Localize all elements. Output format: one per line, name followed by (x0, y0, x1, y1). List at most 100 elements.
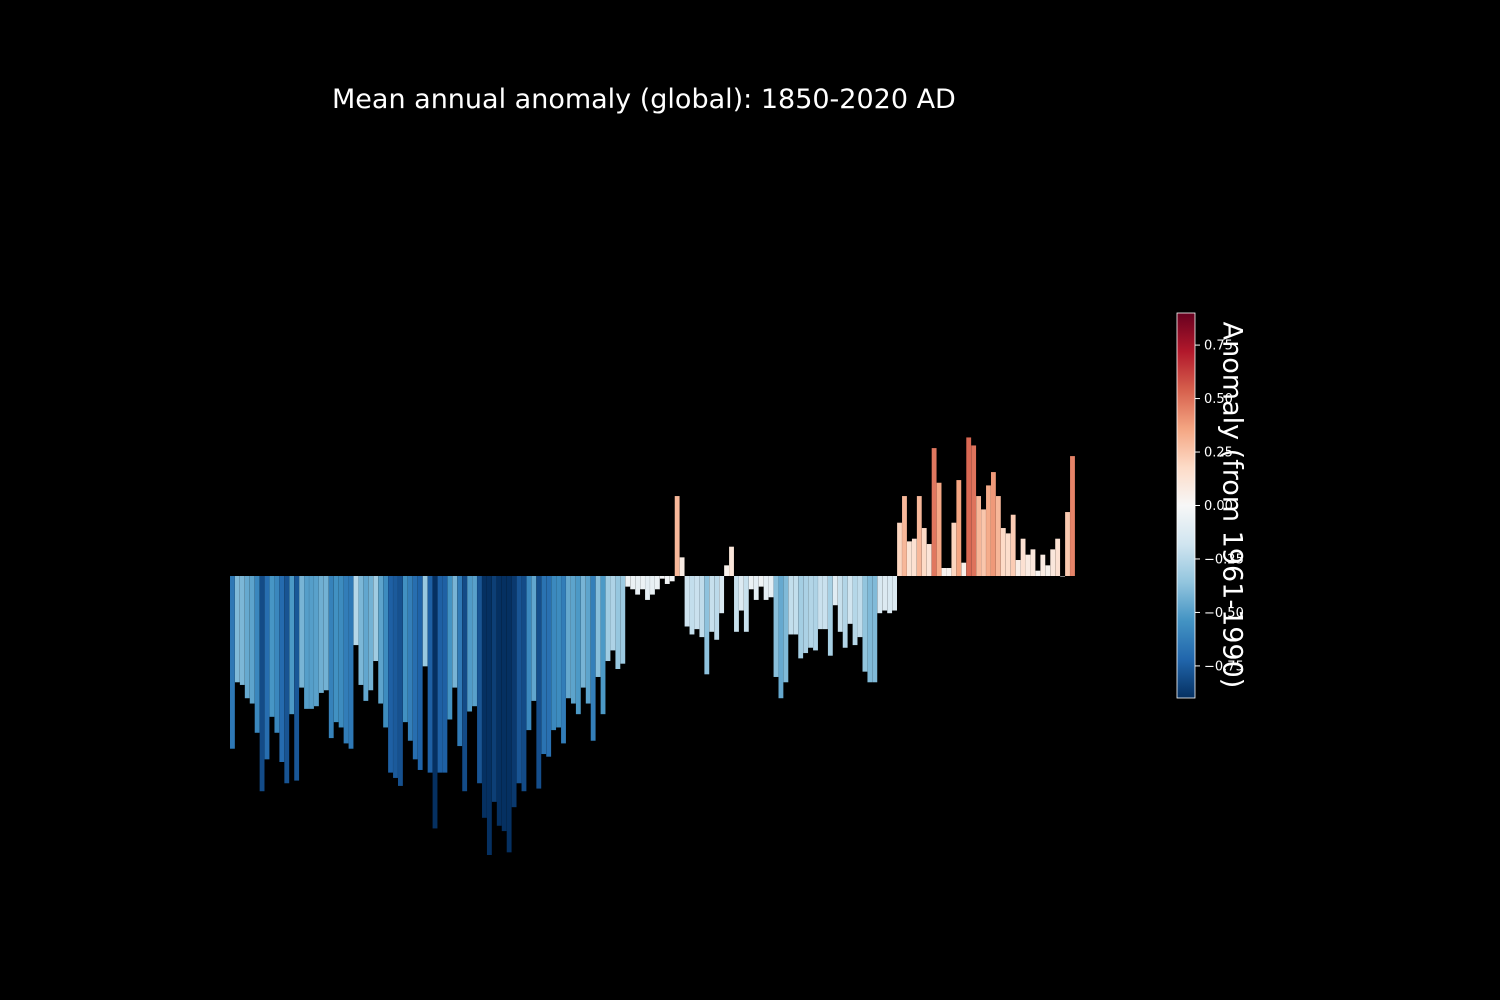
bar-1959 (768, 576, 774, 598)
bar-1904 (496, 576, 502, 826)
bar-1973 (837, 576, 843, 632)
bar-1870 (328, 576, 334, 739)
bar-1924 (595, 576, 601, 677)
bar-1947 (709, 576, 715, 632)
bar-1913 (541, 576, 547, 755)
bar-1916 (556, 576, 561, 728)
bar-1919 (570, 576, 576, 704)
bar-1948 (714, 576, 720, 640)
bar-1852 (239, 576, 245, 685)
bar-1877 (363, 576, 369, 701)
bar-1989 (916, 496, 922, 576)
bar-1993 (936, 482, 942, 576)
bar-1952 (734, 576, 739, 632)
bar-1986 (902, 496, 907, 576)
bar-1949 (719, 576, 725, 614)
bar-2003 (986, 485, 991, 576)
bar-1920 (575, 576, 581, 715)
bar-1922 (585, 576, 591, 704)
bar-1859 (274, 576, 280, 733)
bar-1910 (526, 576, 532, 731)
colorbar-tick-label: −0.50 (1204, 606, 1244, 621)
bar-2020 (1070, 456, 1075, 576)
bar-1990 (921, 528, 927, 576)
bar-1853 (244, 576, 250, 699)
bar-1868 (318, 576, 324, 693)
bar-1931 (630, 576, 636, 590)
bar-1918 (566, 576, 571, 699)
bar-1942 (684, 576, 690, 627)
bar-1956 (753, 576, 759, 600)
bar-2011 (1025, 554, 1031, 576)
bar-2005 (995, 496, 1001, 576)
bar-1905 (501, 576, 507, 832)
bar-1994 (941, 568, 947, 576)
bar-2000 (971, 445, 977, 576)
bar-1893 (442, 576, 448, 773)
bar-1885 (402, 576, 408, 723)
bar-1897 (462, 576, 468, 792)
bar-1891 (432, 576, 438, 829)
bar-1925 (600, 576, 606, 715)
bar-1940 (674, 496, 680, 576)
bar-1906 (506, 576, 512, 853)
bar-1873 (343, 576, 349, 744)
colorbar-tick-label: −0.25 (1204, 552, 1244, 567)
bar-1909 (521, 576, 527, 792)
bar-2008 (1010, 514, 1016, 576)
bar-1892 (437, 576, 443, 773)
bar-1946 (704, 576, 710, 675)
bar-1953 (738, 576, 744, 611)
chart-title: Mean annual anomaly (global): 1850-2020 … (332, 84, 956, 115)
bar-1967 (808, 576, 813, 648)
bar-1969 (818, 576, 823, 630)
colorbar-tick-label: 0.50 (1204, 392, 1233, 407)
bar-1912 (536, 576, 542, 789)
bar-1884 (398, 576, 403, 786)
colorbar-label: Anomaly (from 1961-1990) (1216, 321, 1248, 689)
bar-1907 (511, 576, 517, 808)
bar-1934 (645, 576, 650, 600)
bar-1957 (758, 576, 764, 587)
bar-1881 (383, 576, 389, 728)
bar-1982 (882, 576, 888, 611)
bar-1867 (314, 576, 319, 707)
bar-1951 (729, 546, 734, 576)
bar-1914 (546, 576, 552, 757)
bar-1900 (477, 576, 482, 784)
bar-1850 (230, 576, 235, 749)
bar-1938 (664, 576, 670, 584)
bar-1851 (234, 576, 240, 683)
bar-2017 (1055, 538, 1061, 576)
bar-1961 (778, 576, 784, 699)
bar-1926 (605, 576, 611, 662)
bar-1863 (294, 576, 300, 781)
bar-1976 (852, 576, 858, 646)
colorbar-tick-label: 0.75 (1204, 339, 1233, 354)
bar-1890 (427, 576, 433, 773)
bar-2009 (1015, 560, 1021, 576)
bar-1962 (783, 576, 789, 683)
bar-1983 (887, 576, 893, 614)
bar-1876 (358, 576, 364, 685)
bar-2004 (990, 472, 996, 576)
bar-1929 (620, 576, 626, 664)
bar-1981 (877, 576, 883, 614)
bar-1974 (842, 576, 848, 648)
bar-1917 (561, 576, 566, 744)
bar-1874 (348, 576, 354, 749)
bar-1899 (472, 576, 477, 707)
bar-1855 (254, 576, 260, 733)
bar-2006 (1000, 528, 1006, 576)
bar-1866 (309, 576, 314, 709)
bar-1972 (832, 576, 838, 606)
bar-1888 (417, 576, 423, 770)
bar-1971 (827, 576, 833, 656)
bar-1970 (822, 576, 828, 630)
bar-1984 (892, 576, 897, 611)
bar-1963 (788, 576, 794, 635)
bar-1869 (323, 576, 329, 691)
bar-1958 (763, 576, 769, 600)
bar-1935 (650, 576, 655, 595)
